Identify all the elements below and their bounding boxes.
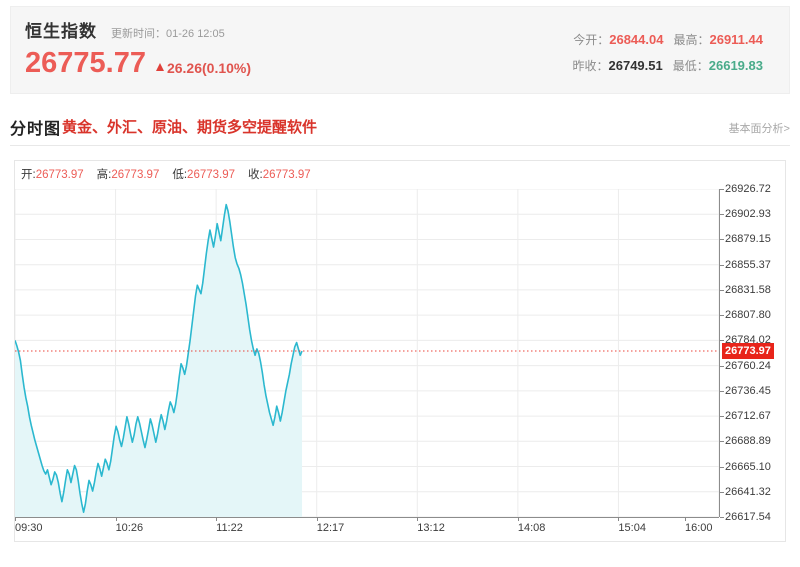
update-time: 更新时间：01-26 12:05 xyxy=(111,28,225,40)
quote-stats-row-2: 昨收：26749.51 最低：26619.83 xyxy=(573,53,774,79)
ohlc-open-value: 26773.97 xyxy=(35,169,84,181)
plot-area[interactable] xyxy=(15,189,719,517)
quote-stats-block: 今开：26844.04 最高：26911.44 昨收：26749.51 最低：266… xyxy=(573,27,774,79)
x-axis-tick: 13:12 xyxy=(417,517,445,534)
prev-close-label: 昨收： xyxy=(572,59,609,73)
index-name: 恒生指数 xyxy=(25,22,97,41)
current-price-badge: 26773.97 xyxy=(722,343,774,360)
y-axis-tick: 26760.24 xyxy=(720,359,771,372)
ohlc-low-label: 低: xyxy=(172,169,188,181)
promo-text[interactable]: 黄金、外汇、原油、期货多空提醒软件 xyxy=(62,119,318,136)
high-label: 最高： xyxy=(673,33,710,47)
x-axis: 09:30 10:26 11:22 12:17 13:12 14:08 15:04 16:00 xyxy=(15,517,719,542)
ohlc-readout: 开:26773.97 高:26773.97 低:26773.97 收:26773.97 xyxy=(21,166,324,182)
y-axis-tick: 26831.58 xyxy=(720,283,771,296)
y-axis-tick: 26665.10 xyxy=(720,460,771,473)
ohlc-close-label: 收: xyxy=(248,169,263,181)
index-name-row: 恒生指数 更新时间：01-26 12:05 xyxy=(25,17,251,42)
x-axis-tick: 16:00 xyxy=(685,517,713,534)
low-value: 26619.83 xyxy=(708,58,763,73)
open-label: 今开： xyxy=(573,33,610,47)
ohlc-close-value: 26773.97 xyxy=(262,169,311,181)
y-axis-tick: 26902.93 xyxy=(720,208,771,221)
x-axis-tick: 10:26 xyxy=(115,517,144,534)
prev-close-value: 26749.51 xyxy=(608,58,663,73)
up-arrow-icon xyxy=(155,63,164,71)
change-block: 26.26(0.10%) xyxy=(155,60,252,76)
ohlc-high-value: 26773.97 xyxy=(111,169,160,181)
y-axis: 26926.72 26902.93 26879.15 26855.37 26831.58… xyxy=(719,183,786,523)
quote-primary-block: 恒生指数 更新时间：01-26 12:05 26775.77 26.26(0.1… xyxy=(25,17,251,80)
fundamental-analysis-link[interactable]: 基本面分析> xyxy=(728,123,790,135)
x-axis-tick: 11:22 xyxy=(216,517,243,534)
quote-stats-row-1: 今开：26844.04 最高：26911.44 xyxy=(573,27,774,53)
ohlc-open-label: 开: xyxy=(21,169,36,181)
intraday-chart[interactable]: 开:26773.97 高:26773.97 低:26773.97 收:26773.97… xyxy=(14,160,786,542)
y-axis-tick: 26879.15 xyxy=(720,233,771,246)
open-value: 26844.04 xyxy=(609,32,664,47)
section-header: 分时图 黄金、外汇、原油、期货多空提醒软件 基本面分析> xyxy=(10,112,790,146)
x-axis-tick: 09:30 xyxy=(15,517,43,534)
y-axis-tick: 26736.45 xyxy=(720,384,771,397)
low-label: 最低： xyxy=(672,59,709,73)
x-axis-tick: 14:08 xyxy=(517,517,546,534)
x-axis-tick: 15:04 xyxy=(618,517,646,534)
high-value: 26911.44 xyxy=(709,32,763,47)
y-axis-tick: 26688.89 xyxy=(720,435,771,448)
x-axis-tick: 12:17 xyxy=(316,517,345,534)
last-price: 26775.77 xyxy=(25,47,146,79)
y-axis-tick: 26641.32 xyxy=(720,485,771,498)
y-axis-tick: 26855.37 xyxy=(720,258,771,271)
y-axis-tick: 26712.67 xyxy=(720,410,771,423)
y-axis-tick: 26617.54 xyxy=(720,511,771,523)
change-value: 26.26(0.10%) xyxy=(166,60,252,76)
price-row: 26775.77 26.26(0.10%) xyxy=(25,47,251,80)
price-line-svg xyxy=(15,189,719,517)
ohlc-low-value: 26773.97 xyxy=(187,169,236,181)
ohlc-high-label: 高: xyxy=(96,169,112,181)
section-title: 分时图 xyxy=(10,121,62,138)
quote-header-panel: 恒生指数 更新时间：01-26 12:05 26775.77 26.26(0.1… xyxy=(10,6,790,94)
y-axis-tick: 26926.72 xyxy=(720,183,771,195)
y-axis-tick: 26807.80 xyxy=(720,309,771,322)
